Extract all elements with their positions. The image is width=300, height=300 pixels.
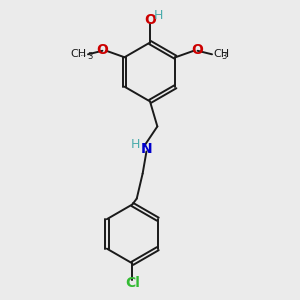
Text: 3: 3: [88, 52, 93, 61]
Text: CH: CH: [213, 49, 229, 59]
Text: H: H: [131, 138, 141, 151]
Text: Cl: Cl: [125, 276, 140, 290]
Text: O: O: [192, 43, 203, 57]
Text: O: O: [97, 43, 108, 57]
Text: H: H: [154, 9, 163, 22]
Text: CH: CH: [71, 49, 87, 59]
Text: N: N: [141, 142, 152, 155]
Text: 3: 3: [221, 52, 226, 61]
Text: O: O: [144, 13, 156, 27]
Text: methoxy: methoxy: [80, 55, 87, 56]
